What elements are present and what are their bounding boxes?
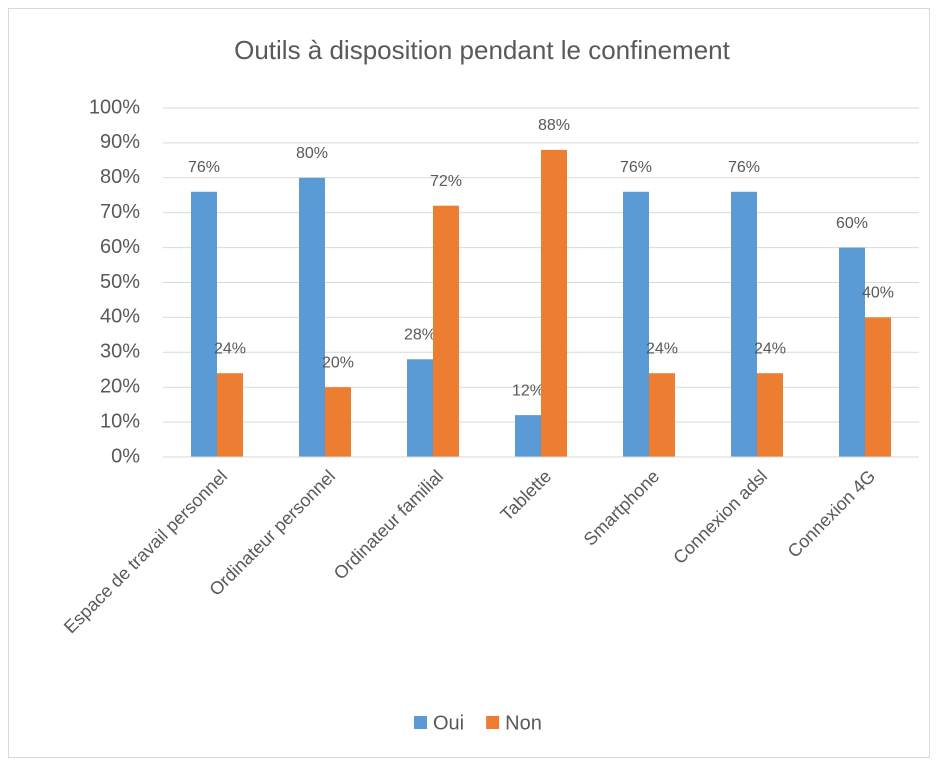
y-tick-label: 20%	[100, 375, 140, 397]
bar	[541, 149, 567, 457]
data-label: 76%	[620, 159, 652, 176]
data-label: 20%	[322, 354, 354, 371]
data-label: 60%	[836, 215, 868, 232]
data-label: 88%	[538, 117, 570, 134]
bar	[515, 415, 541, 457]
bar	[191, 191, 217, 457]
data-label: 24%	[646, 340, 678, 357]
bar	[757, 373, 783, 457]
legend-label: Non	[505, 712, 542, 734]
bar	[623, 191, 649, 457]
data-label: 76%	[728, 159, 760, 176]
bar	[839, 247, 865, 457]
data-label: 40%	[862, 285, 894, 302]
legend-label: Oui	[433, 712, 464, 734]
chart-border	[8, 8, 930, 758]
bar	[407, 359, 433, 457]
bar	[865, 317, 891, 457]
bar	[433, 205, 459, 457]
y-tick-label: 70%	[100, 201, 140, 223]
legend-swatch	[486, 716, 500, 729]
y-tick-label: 100%	[89, 96, 140, 118]
data-label: 72%	[430, 173, 462, 190]
data-label: 80%	[296, 145, 328, 162]
data-label: 28%	[404, 326, 436, 343]
y-tick-label: 40%	[100, 306, 140, 328]
bar	[731, 191, 757, 457]
y-tick-label: 60%	[100, 236, 140, 258]
y-tick-label: 10%	[100, 410, 140, 432]
bar	[217, 373, 243, 457]
y-tick-label: 90%	[100, 131, 140, 153]
y-tick-label: 50%	[100, 271, 140, 293]
chart-title: Outils à disposition pendant le confinem…	[234, 35, 731, 65]
data-label: 24%	[754, 340, 786, 357]
bar	[325, 387, 351, 457]
data-label: 24%	[214, 340, 246, 357]
y-tick-label: 80%	[100, 166, 140, 188]
bar	[299, 177, 325, 458]
y-tick-label: 0%	[111, 445, 140, 467]
data-label: 12%	[512, 382, 544, 399]
bar	[649, 373, 675, 457]
legend-swatch	[414, 716, 427, 729]
data-label: 76%	[188, 159, 220, 176]
y-tick-label: 30%	[100, 341, 140, 363]
